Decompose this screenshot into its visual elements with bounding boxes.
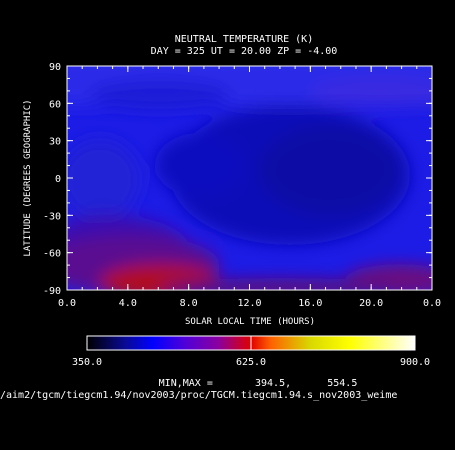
x-tick-label: 0.0 [58, 298, 76, 309]
x-tick-label: 16.0 [298, 298, 322, 309]
colorbar-max-label: 900.0 [400, 357, 430, 368]
y-tick-label: -60 [43, 249, 61, 260]
x-tick-labels: 0.0 4.0 8.0 12.0 16.0 20.0 0.0 [58, 298, 441, 309]
colorbar-min-label: 350.0 [72, 357, 102, 368]
chart-title: NEUTRAL TEMPERATURE (K) [175, 34, 313, 45]
x-tick-label: 4.0 [119, 298, 137, 309]
y-tick-labels: 90 60 30 0 -30 -60 -90 [43, 62, 61, 297]
x-tick-label: 8.0 [180, 298, 198, 309]
x-tick-label: 0.0 [423, 298, 441, 309]
minmax-readout: MIN,MAX = 394.5, 554.5 [159, 378, 358, 389]
colorbar-mid-label: 625.0 [236, 357, 266, 368]
y-tick-label: -90 [43, 286, 61, 297]
x-tick-label: 20.0 [359, 298, 383, 309]
x-tick-label: 12.0 [237, 298, 261, 309]
y-tick-label: 90 [49, 62, 61, 73]
chart-subtitle: DAY = 325 UT = 20.00 ZP = -4.00 [151, 46, 338, 57]
axis-ticks [66, 65, 433, 291]
source-path: /aim2/tgcm/tiegcm1.94/nov2003/proc/TGCM.… [0, 390, 397, 401]
x-axis-label: SOLAR LOCAL TIME (HOURS) [185, 317, 315, 327]
y-tick-label: 0 [55, 174, 61, 185]
y-tick-label: -30 [43, 211, 61, 222]
heatmap-field [67, 66, 432, 290]
y-tick-label: 60 [49, 99, 61, 110]
y-axis-label: LATITUDE (DEGREES GEOGRAPHIC) [23, 99, 33, 256]
y-tick-label: 30 [49, 137, 61, 148]
